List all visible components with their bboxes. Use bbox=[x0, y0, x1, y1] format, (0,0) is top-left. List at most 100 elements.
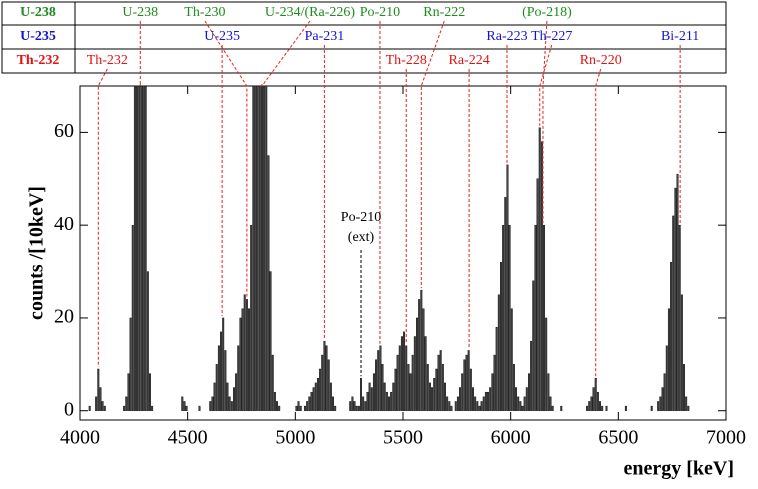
bar bbox=[129, 317, 132, 411]
bar bbox=[136, 86, 139, 411]
bar bbox=[224, 350, 227, 411]
bar bbox=[467, 350, 470, 411]
bar bbox=[672, 215, 675, 411]
y-axis-label: counts /[10keV] bbox=[26, 186, 48, 320]
peak-label: U-238 bbox=[122, 5, 158, 20]
bar bbox=[476, 401, 479, 411]
bar bbox=[487, 391, 490, 411]
x-tick-label: 5500 bbox=[383, 427, 423, 449]
bar bbox=[368, 382, 371, 411]
bar bbox=[527, 373, 530, 411]
bar bbox=[222, 317, 225, 411]
bar bbox=[439, 350, 442, 411]
bar bbox=[493, 354, 496, 411]
bar bbox=[265, 86, 268, 411]
bar bbox=[314, 382, 317, 411]
bar bbox=[396, 354, 399, 411]
bar bbox=[237, 345, 240, 411]
bar bbox=[543, 224, 546, 411]
plot-frame bbox=[79, 85, 727, 421]
bar bbox=[495, 327, 498, 411]
bar bbox=[142, 86, 145, 411]
bar bbox=[181, 396, 184, 411]
bar bbox=[260, 86, 263, 411]
bar bbox=[250, 224, 253, 411]
bar bbox=[601, 405, 604, 411]
bar bbox=[133, 86, 136, 411]
bar bbox=[456, 396, 459, 411]
bar bbox=[441, 364, 444, 411]
bar bbox=[685, 396, 688, 411]
bar bbox=[478, 405, 481, 411]
x-tick-label: 6500 bbox=[598, 427, 638, 449]
bar bbox=[254, 86, 257, 411]
bar bbox=[144, 86, 147, 411]
bar bbox=[444, 382, 446, 411]
bar bbox=[437, 354, 440, 411]
bar bbox=[392, 382, 395, 411]
bar bbox=[232, 387, 235, 411]
bar bbox=[351, 396, 354, 411]
bar bbox=[599, 401, 602, 411]
bar bbox=[547, 373, 550, 411]
peak-line bbox=[420, 20, 445, 289]
bar bbox=[678, 224, 681, 411]
bar bbox=[308, 396, 311, 411]
bar bbox=[217, 345, 220, 411]
bar bbox=[228, 396, 231, 411]
x-tick-label: 5000 bbox=[275, 427, 315, 449]
bar bbox=[258, 86, 261, 411]
bar bbox=[213, 382, 216, 411]
bar bbox=[239, 317, 242, 411]
bar bbox=[332, 396, 334, 411]
bar bbox=[431, 387, 434, 411]
bar bbox=[525, 387, 528, 411]
bar bbox=[381, 364, 384, 411]
bar bbox=[269, 271, 272, 411]
bar bbox=[385, 391, 388, 411]
bar bbox=[209, 401, 212, 411]
bar bbox=[360, 378, 362, 411]
bar bbox=[480, 401, 483, 411]
bar bbox=[670, 262, 673, 411]
bar bbox=[220, 331, 223, 411]
bar bbox=[405, 345, 408, 411]
bar bbox=[532, 280, 535, 411]
peak-label: Th-230 bbox=[184, 5, 225, 20]
peak-label: (Po-218) bbox=[522, 5, 572, 20]
peak-label: Po-210 bbox=[360, 5, 400, 20]
bar bbox=[306, 401, 309, 411]
bar bbox=[131, 224, 134, 411]
bar bbox=[506, 164, 509, 411]
bar bbox=[319, 368, 322, 411]
bar bbox=[454, 401, 457, 411]
bar bbox=[624, 405, 627, 411]
bar bbox=[497, 294, 500, 411]
bar bbox=[390, 391, 393, 411]
bar bbox=[267, 155, 270, 411]
bar bbox=[674, 187, 677, 411]
bar bbox=[459, 387, 462, 411]
bar bbox=[88, 405, 91, 411]
bar bbox=[663, 373, 666, 411]
bar bbox=[398, 345, 401, 411]
bar bbox=[521, 405, 524, 411]
bar bbox=[504, 197, 507, 411]
bar bbox=[235, 373, 238, 411]
peak-label: Rn-220 bbox=[580, 53, 622, 68]
peak-label: Th-232 bbox=[87, 53, 128, 68]
label-table bbox=[1, 1, 727, 74]
peak-label: U-234/(Ra-226) bbox=[265, 5, 356, 20]
bar bbox=[334, 405, 337, 411]
bar bbox=[510, 308, 513, 411]
peak-label: Bi-211 bbox=[661, 29, 699, 44]
bar bbox=[226, 382, 229, 411]
bar bbox=[383, 382, 386, 411]
bar bbox=[140, 86, 143, 411]
bar bbox=[375, 359, 378, 411]
peak-line bbox=[539, 44, 553, 126]
bar bbox=[127, 373, 130, 411]
annotation-text: (ext) bbox=[348, 230, 375, 245]
bar bbox=[523, 396, 526, 411]
bar bbox=[215, 364, 218, 411]
